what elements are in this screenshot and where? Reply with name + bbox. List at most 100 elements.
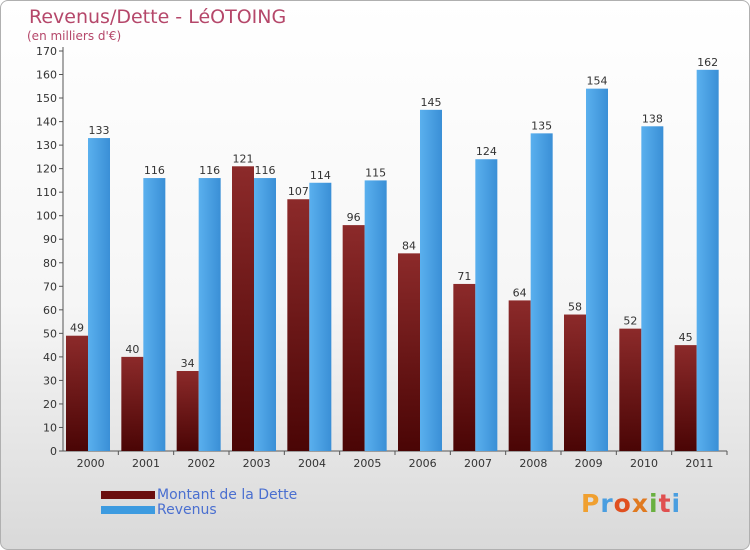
y-tick-label: 40 — [43, 351, 57, 364]
value-label-dette: 49 — [70, 322, 84, 335]
y-tick-label: 20 — [43, 398, 57, 411]
y-tick-label: 160 — [36, 69, 57, 82]
value-label-revenus: 114 — [310, 169, 331, 182]
bar-dette — [453, 283, 476, 451]
bar-dette — [508, 300, 531, 451]
y-tick-label: 120 — [36, 163, 57, 176]
value-label-revenus: 135 — [531, 119, 552, 132]
y-tick-label: 130 — [36, 139, 57, 152]
bar-revenus — [696, 69, 719, 451]
legend-item-dette: Montant de la Dette — [101, 486, 298, 503]
value-label-dette: 121 — [233, 152, 254, 165]
legend-swatch-dette — [101, 490, 155, 499]
value-label-revenus: 133 — [89, 124, 110, 137]
value-label-dette: 84 — [402, 239, 416, 252]
x-tick-label: 2009 — [575, 457, 603, 470]
x-tick-label: 2007 — [464, 457, 492, 470]
bar-revenus — [88, 138, 110, 451]
chart-title: Revenus/Dette - LéOTOING — [29, 6, 287, 28]
value-label-revenus: 116 — [255, 164, 276, 177]
bar-revenus — [309, 182, 332, 451]
chart-value-labels: 49 40 34 121 107 96 84 71 64 58 52 45 133 116 116 116 11… — [70, 56, 718, 370]
logo-letter: o — [613, 489, 632, 518]
value-label-dette: 45 — [679, 331, 693, 344]
bar-dette — [342, 225, 365, 451]
value-label-revenus: 145 — [421, 96, 442, 109]
bar-revenus — [420, 109, 442, 451]
logo-letter: x — [631, 489, 649, 518]
y-tick-label: 10 — [43, 421, 57, 434]
y-tick-label: 30 — [43, 374, 57, 387]
bar-dette — [287, 199, 310, 451]
y-tick-label: 140 — [36, 116, 57, 129]
logo-letter: t — [658, 489, 672, 518]
value-label-dette: 34 — [181, 357, 195, 370]
value-label-dette: 58 — [568, 301, 582, 314]
logo-letter: r — [600, 489, 614, 518]
legend-label-revenus: Revenus — [157, 501, 217, 518]
value-label-dette: 52 — [623, 315, 637, 328]
bar-dette — [619, 328, 642, 451]
value-label-revenus: 115 — [365, 166, 386, 179]
bar-dette — [66, 335, 88, 451]
value-label-revenus: 162 — [697, 56, 718, 69]
y-tick-label: 50 — [43, 327, 57, 340]
value-label-dette: 71 — [457, 270, 471, 283]
bar-dette — [674, 345, 697, 451]
bar-dette — [176, 371, 199, 451]
logo-letter: i — [671, 489, 682, 518]
bar-revenus — [530, 133, 553, 451]
x-tick-label: 2010 — [630, 457, 658, 470]
bar-dette — [121, 356, 144, 451]
logo-letter: i — [649, 489, 659, 518]
chart-subtitle: (en milliers d'€) — [27, 29, 122, 43]
value-label-revenus: 154 — [587, 75, 608, 88]
logo-letter: P — [581, 489, 601, 518]
x-tick-label: 2005 — [353, 457, 381, 470]
value-label-dette: 107 — [288, 185, 309, 198]
x-tick-label: 2003 — [243, 457, 271, 470]
bar-dette — [232, 166, 254, 451]
value-label-revenus: 124 — [476, 145, 497, 158]
chart-bars — [66, 69, 719, 452]
bar-revenus — [143, 178, 166, 451]
value-label-revenus: 116 — [199, 164, 220, 177]
bar-dette — [398, 253, 420, 451]
value-label-revenus: 138 — [642, 112, 663, 125]
legend-label-dette: Montant de la Dette — [157, 486, 298, 503]
value-label-dette: 64 — [513, 286, 527, 299]
y-tick-label: 100 — [36, 210, 57, 223]
y-tick-label: 110 — [36, 186, 57, 199]
x-tick-label: 2002 — [187, 457, 215, 470]
bar-dette — [564, 314, 586, 451]
x-tick-label: 2006 — [409, 457, 437, 470]
value-label-dette: 96 — [347, 211, 361, 224]
x-tick-label: 2000 — [77, 457, 105, 470]
bar-revenus — [198, 178, 221, 451]
bar-revenus — [364, 180, 387, 452]
y-tick-label: 150 — [36, 92, 57, 105]
x-tick-label: 2004 — [298, 457, 326, 470]
value-label-revenus: 116 — [144, 164, 165, 177]
x-tick-label: 2001 — [132, 457, 160, 470]
bar-revenus — [254, 178, 276, 451]
legend-item-revenus: Revenus — [101, 501, 297, 518]
y-tick-label: 0 — [50, 445, 57, 458]
bar-revenus — [641, 126, 664, 451]
chart-axes: 0 10 20 30 40 50 60 70 80 90 100 110 120 130 140 150 160… — [36, 45, 728, 470]
bar-revenus — [586, 88, 608, 451]
chart-legend: Montant de la Dette Revenus — [101, 486, 298, 518]
x-tick-label: 2008 — [519, 457, 547, 470]
x-tick-label: 2011 — [685, 457, 713, 470]
y-tick-label: 80 — [43, 257, 57, 270]
y-tick-label: 70 — [43, 280, 57, 293]
bar-revenus — [475, 159, 498, 451]
y-tick-label: 90 — [43, 233, 57, 246]
proxiti-logo: Proxiti — [581, 489, 681, 518]
legend-swatch-revenus — [101, 505, 155, 514]
y-tick-label: 60 — [43, 304, 57, 317]
y-tick-label: 170 — [36, 45, 57, 58]
value-label-dette: 40 — [125, 343, 139, 356]
